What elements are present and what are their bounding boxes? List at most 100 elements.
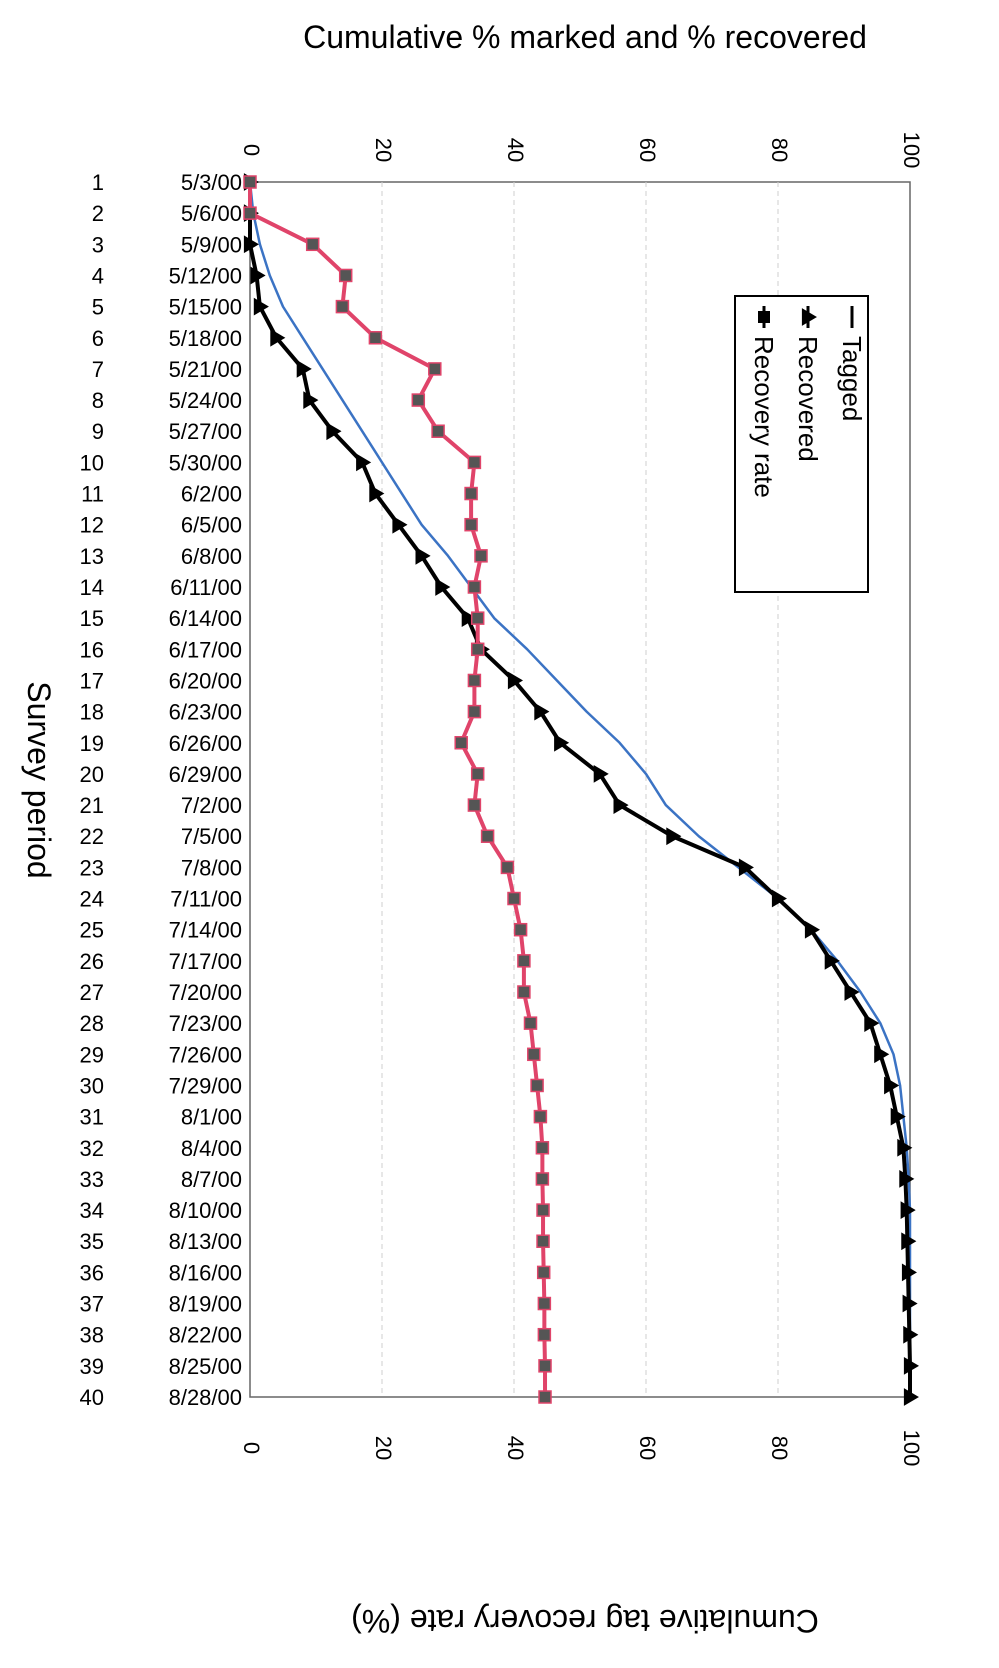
period-number-20: 20 (80, 762, 104, 787)
point-recovered-25 (804, 920, 820, 939)
series-layer (243, 173, 919, 1406)
period-date-10: 5/30/00 (169, 450, 242, 475)
period-number-31: 31 (80, 1105, 104, 1130)
point-recovered-28 (864, 1014, 880, 1033)
period-date-19: 6/26/00 (169, 731, 242, 756)
period-date-32: 8/4/00 (181, 1136, 242, 1161)
bottom-tick-label-20: 20 (371, 1436, 396, 1460)
point-recovery-rate-20 (470, 767, 485, 781)
period-number-21: 21 (80, 793, 104, 818)
point-recovery-rate-25 (513, 922, 528, 937)
legend-label-recovered: Recovered (793, 336, 823, 462)
point-recovery-rate-2 (243, 206, 257, 220)
top-tick-label-60: 60 (635, 138, 660, 162)
point-recovered-24 (771, 889, 787, 908)
period-date-31: 8/1/00 (181, 1105, 242, 1130)
period-number-11: 11 (81, 482, 104, 507)
point-recovered-20 (593, 765, 609, 783)
legend-marker-recovery-rate (758, 311, 770, 323)
top-axis-title: Cumulative % marked and % recovered (303, 19, 867, 55)
period-number-23: 23 (80, 855, 104, 880)
point-recovery-rate-21 (467, 798, 482, 812)
legend: Tagged Recovered Recovery rate (734, 295, 869, 593)
point-recovery-rate-15 (470, 611, 485, 625)
period-date-5: 5/15/00 (169, 295, 242, 320)
point-recovery-rate-5 (335, 299, 350, 314)
period-date-33: 8/7/00 (181, 1167, 242, 1192)
top-value-ticks: 0 20 40 60 80 100 (239, 132, 924, 169)
period-date-30: 7/29/00 (169, 1073, 242, 1098)
point-recovery-rate-35 (536, 1234, 550, 1248)
period-number-6: 6 (92, 326, 104, 351)
left-axis-title: Survey period (21, 681, 57, 878)
point-recovered-35 (901, 1232, 917, 1251)
period-date-11: 6/2/00 (181, 482, 242, 507)
period-number-33: 33 (80, 1167, 104, 1192)
period-date-12: 6/5/00 (181, 513, 242, 538)
point-recovered-37 (902, 1294, 918, 1313)
point-recovery-rate-6 (368, 331, 383, 345)
period-number-36: 36 (80, 1260, 104, 1285)
point-recovered-14 (435, 578, 451, 596)
point-recovery-rate-1 (243, 175, 257, 189)
period-date-40: 8/28/00 (169, 1385, 242, 1410)
point-recovery-rate-3 (305, 237, 320, 252)
point-recovery-rate-24 (507, 891, 521, 906)
point-recovery-rate-39 (538, 1359, 552, 1373)
period-date-20: 6/29/00 (169, 762, 242, 787)
bottom-tick-label-0: 0 (239, 1442, 264, 1454)
bottom-tick-label-40: 40 (503, 1436, 528, 1460)
period-date-37: 8/19/00 (169, 1292, 242, 1317)
period-number-35: 35 (80, 1229, 104, 1254)
period-date-21: 7/2/00 (181, 793, 242, 818)
point-recovered-10 (356, 453, 372, 472)
period-date-25: 7/14/00 (169, 918, 242, 943)
period-number-29: 29 (80, 1042, 104, 1067)
period-number-8: 8 (92, 388, 104, 413)
period-number-40: 40 (80, 1385, 104, 1410)
period-number-9: 9 (92, 419, 104, 444)
period-number-19: 19 (80, 731, 104, 756)
point-recovered-19 (554, 733, 570, 752)
period-number-18: 18 (80, 700, 104, 725)
period-number-12: 12 (80, 513, 104, 538)
period-number-22: 22 (80, 824, 104, 849)
period-date-15: 6/14/00 (169, 606, 242, 631)
period-date-34: 8/10/00 (169, 1198, 242, 1223)
legend-label-recovery-rate: Recovery rate (749, 336, 779, 498)
point-recovered-36 (901, 1263, 918, 1282)
top-tick-label-80: 80 (767, 138, 792, 162)
point-recovery-rate-26 (517, 954, 531, 968)
period-number-26: 26 (80, 949, 104, 974)
period-date-27: 7/20/00 (169, 980, 242, 1005)
period-date-24: 7/11/00 (170, 887, 242, 912)
period-date-2: 5/6/00 (181, 201, 242, 226)
period-date-8: 5/24/00 (169, 388, 242, 413)
period-date-4: 5/12/00 (169, 263, 242, 288)
point-recovery-rate-7 (428, 362, 442, 376)
period-date-7: 5/21/00 (169, 357, 242, 382)
point-recovered-23 (738, 858, 754, 877)
point-recovered-5 (253, 297, 269, 316)
point-recovery-rate-27 (517, 985, 531, 999)
period-date-28: 7/23/00 (169, 1011, 242, 1036)
period-number-34: 34 (80, 1198, 104, 1223)
period-date-14: 6/11/00 (170, 575, 242, 600)
period-number-3: 3 (92, 232, 104, 257)
period-number-37: 37 (80, 1292, 104, 1317)
period-date-6: 5/18/00 (169, 326, 242, 351)
point-recovery-rate-8 (411, 393, 426, 407)
period-number-2: 2 (92, 201, 104, 226)
point-recovered-11 (369, 484, 385, 503)
period-number-17: 17 (80, 668, 104, 693)
point-recovery-rate-9 (431, 424, 445, 438)
point-recovery-rate-36 (536, 1265, 551, 1280)
point-recovered-7 (296, 360, 312, 378)
point-recovered-31 (890, 1107, 906, 1126)
bottom-tick-label-80: 80 (767, 1436, 792, 1460)
point-recovery-rate-30 (530, 1078, 544, 1093)
period-number-24: 24 (80, 887, 104, 912)
point-recovery-rate-18 (467, 704, 482, 719)
point-recovery-rate-40 (538, 1390, 552, 1404)
